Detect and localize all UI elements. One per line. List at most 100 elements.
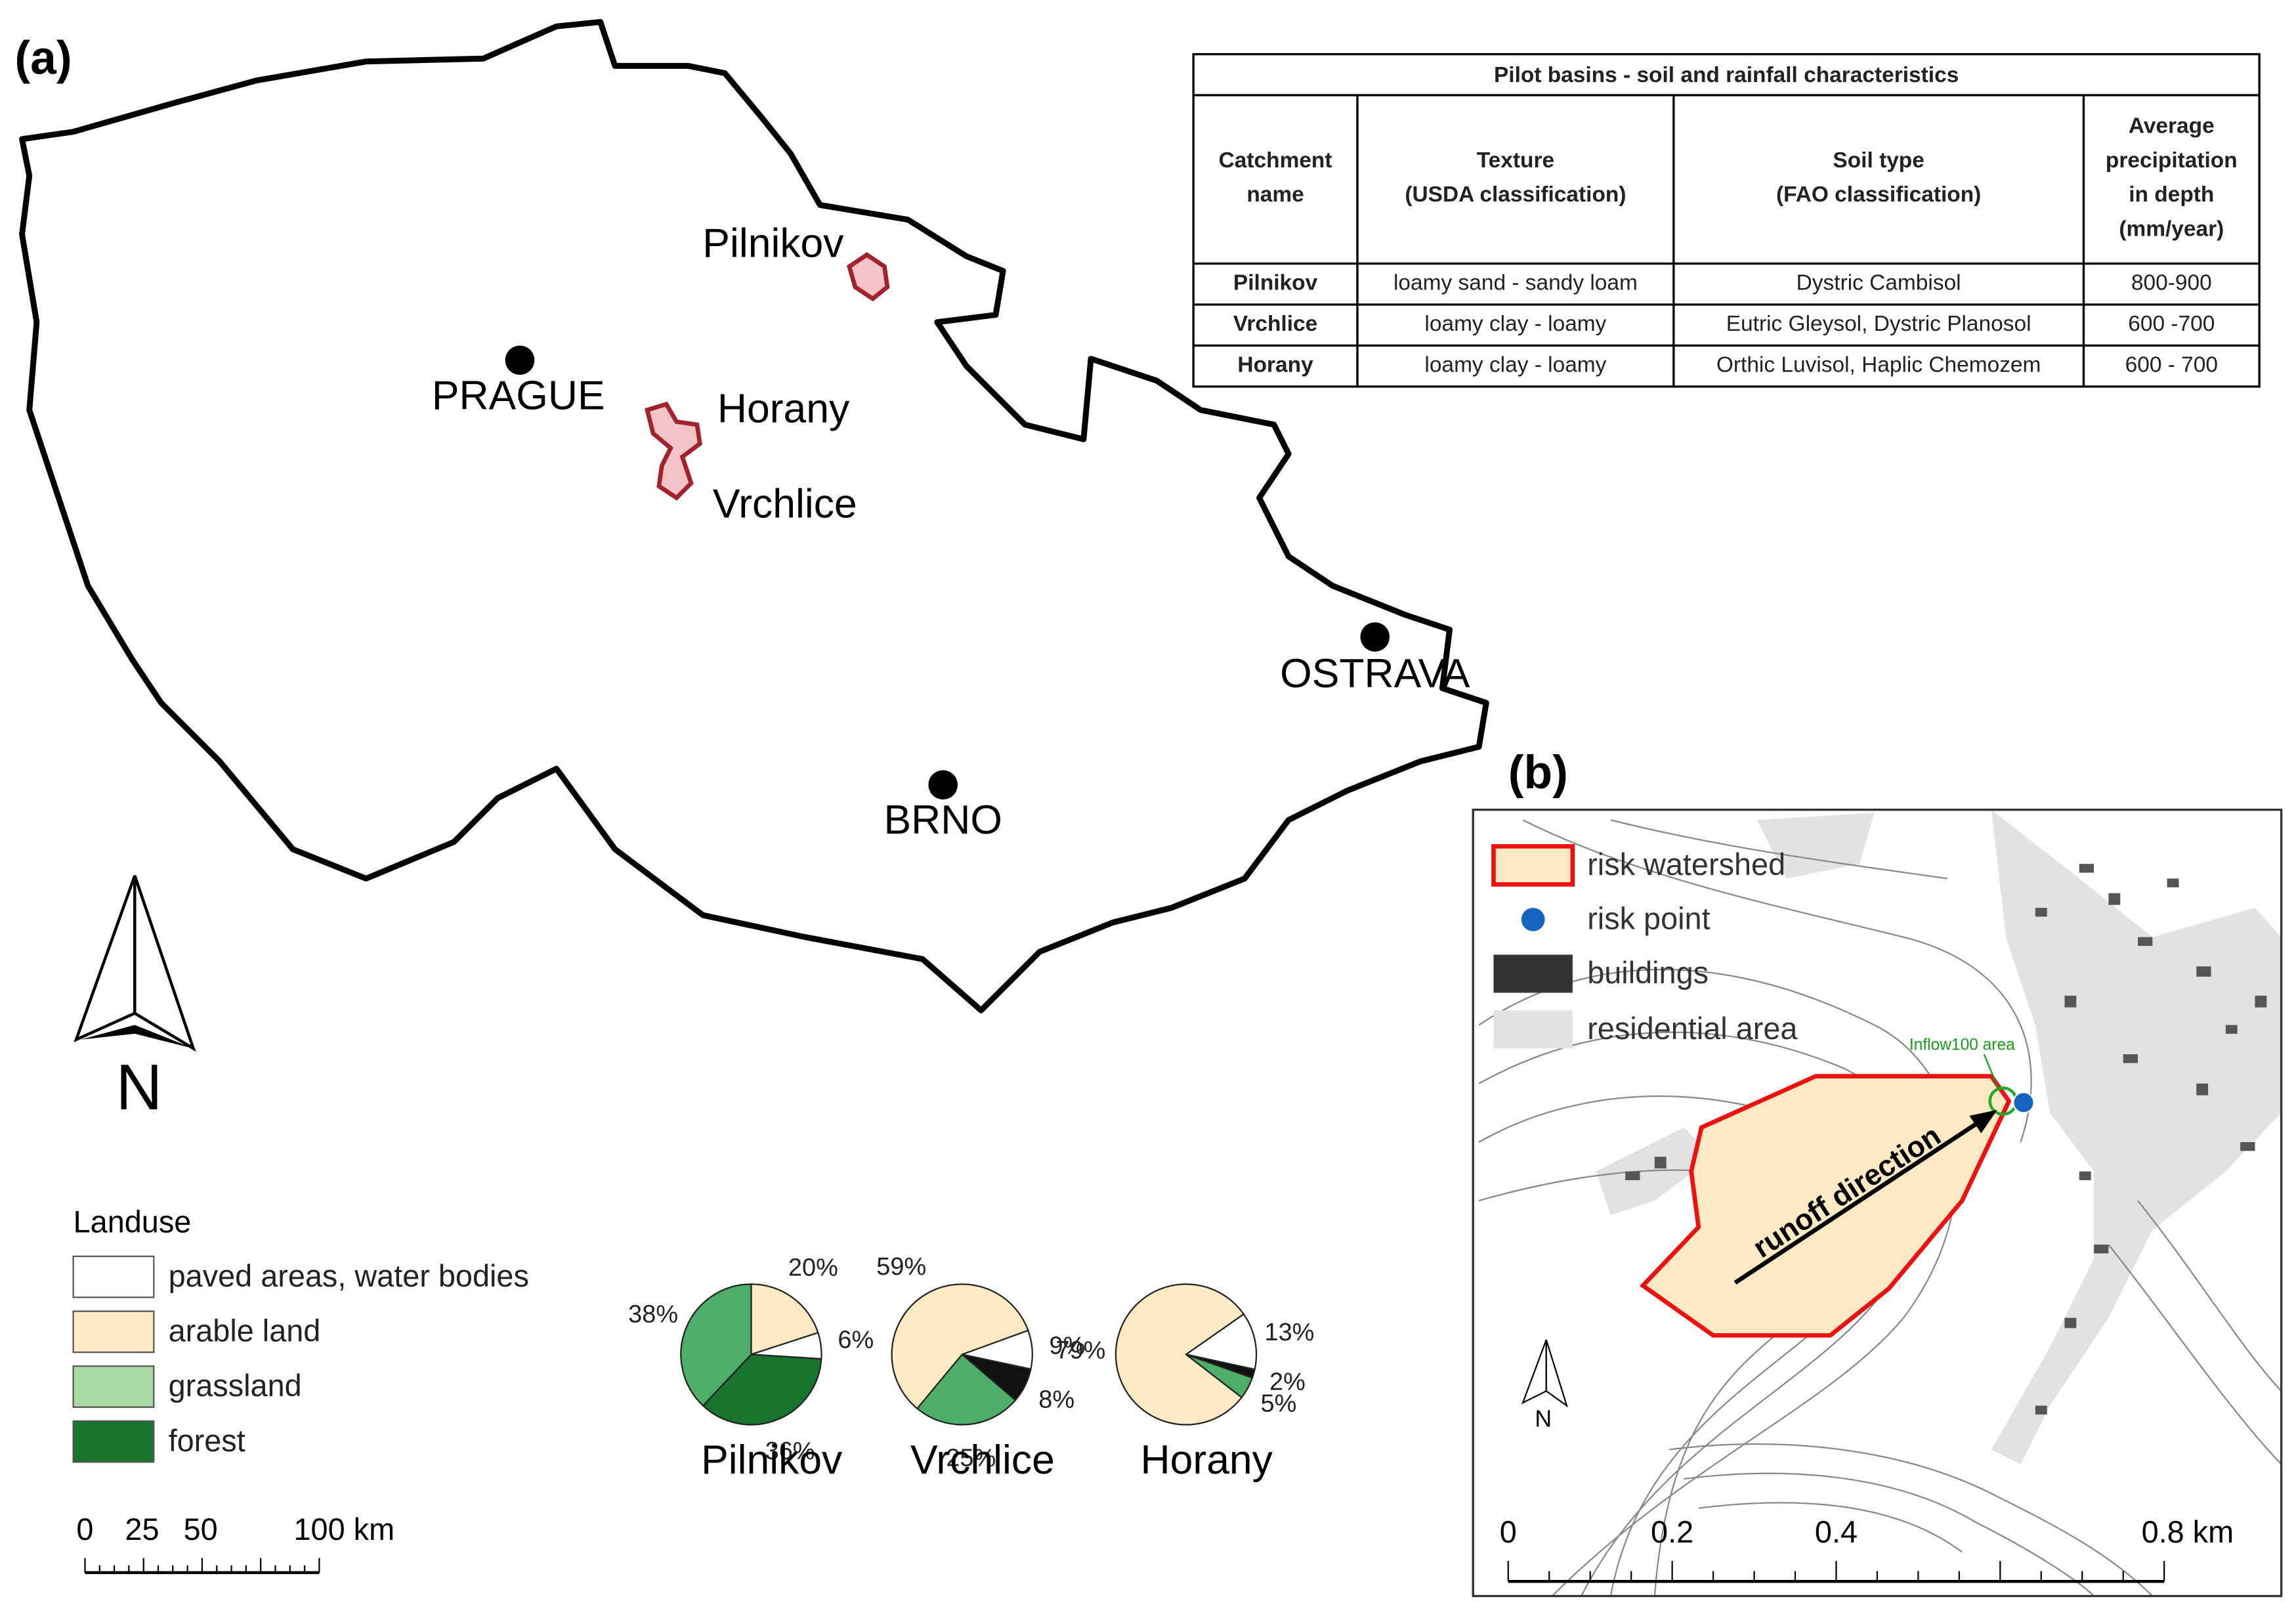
table-cell: 800-900	[2131, 271, 2212, 295]
scale-label: 100 km	[294, 1512, 395, 1546]
north-arrow	[133, 875, 196, 1052]
legend-label: risk watershed	[1587, 847, 1785, 882]
catchment-label: Pilnikov	[702, 220, 844, 266]
legend-title: Landuse	[74, 1204, 192, 1239]
catchment-label: Vrchlice	[713, 480, 857, 526]
inflow-leader	[1983, 1054, 2000, 1090]
pie-slice	[702, 1353, 822, 1426]
buildings	[1625, 864, 2267, 1415]
pie-value-label: 2%	[1269, 1369, 1306, 1396]
table-cell: 600 -700	[2128, 312, 2215, 336]
legend-label: risk point	[1587, 902, 1710, 936]
legend-swatch	[1491, 844, 1575, 887]
legend-label: arable land	[169, 1313, 321, 1348]
risk-watershed	[1639, 1074, 2012, 1338]
table-border	[1192, 53, 2261, 388]
north-label: N	[1535, 1405, 1552, 1432]
table-header: Average	[2129, 114, 2215, 138]
scale-label: 0.8 km	[2142, 1515, 2234, 1549]
city-dot	[928, 770, 958, 799]
pie-slice	[1115, 1283, 1245, 1426]
scale-label: 0.2	[1651, 1515, 1693, 1549]
legend-label: paved areas, water bodies	[169, 1259, 529, 1293]
scale-label: 0.4	[1815, 1515, 1858, 1549]
legend-label: buildings	[1587, 956, 1709, 990]
pie-value-label: 9%	[1050, 1332, 1086, 1359]
map-b: runoff direction Inflow100 area risk wat…	[1473, 809, 2282, 1596]
catchment	[645, 401, 702, 501]
pie-value-label: 59%	[876, 1253, 926, 1281]
inflow-label: Inflow100 area	[1909, 1036, 2015, 1054]
table-header: (mm/year)	[2119, 217, 2224, 242]
table-cell: Horany	[1237, 353, 1313, 377]
pie-value-label: 25%	[946, 1445, 996, 1472]
scale-label: 0	[1500, 1515, 1517, 1549]
north-label: N	[116, 1051, 163, 1123]
legend-label: forest	[169, 1424, 245, 1458]
residential-area	[1757, 813, 1875, 879]
legend-swatch	[1493, 954, 1573, 993]
north-arrow	[1545, 1339, 1569, 1408]
city-label: PRAGUE	[432, 372, 605, 418]
north-arrow	[80, 1025, 194, 1049]
panel-label: (a)	[14, 32, 72, 85]
panel-label: (b)	[1508, 746, 1568, 799]
pie-name: Horany	[1141, 1437, 1273, 1483]
table-cell: Pilnikov	[1233, 271, 1318, 295]
pie-value-label: 8%	[1038, 1386, 1074, 1414]
legend-label: grassland	[169, 1369, 302, 1403]
scale-label: 50	[184, 1512, 218, 1546]
scale-label: 25	[125, 1512, 159, 1546]
legend-swatch	[72, 1255, 155, 1298]
legend-label: residential area	[1587, 1011, 1798, 1046]
pie-value-label: 13%	[1265, 1319, 1315, 1346]
city-label: BRNO	[883, 797, 1002, 843]
table-cell: Vrchlice	[1233, 312, 1317, 336]
runoff-arrowhead	[1969, 1109, 1997, 1134]
scale-label: 0	[76, 1512, 93, 1546]
pie-value-label: 79%	[1055, 1337, 1105, 1365]
pie-slice	[891, 1283, 1029, 1410]
table-title: Pilot basins - soil and rainfall charact…	[1494, 63, 1959, 87]
table-header: Catchment	[1219, 148, 1332, 173]
pie-value-label: 6%	[838, 1326, 874, 1353]
pie-slice	[750, 1283, 819, 1355]
pie-value-label: 20%	[788, 1254, 838, 1282]
table-header: precipitation	[2106, 148, 2238, 173]
table-cell: 600 - 700	[2125, 353, 2218, 377]
table-header: (USDA classification)	[1405, 182, 1626, 207]
table-cell: loamy sand - sandy loam	[1393, 271, 1638, 295]
legend-swatch	[72, 1365, 155, 1408]
pie-value-label: 38%	[628, 1300, 678, 1328]
table-cell: loamy clay - loamy	[1424, 312, 1606, 336]
table-header: Soil type	[1833, 148, 1924, 173]
residential-area	[1596, 1127, 1714, 1216]
table-header: Texture	[1477, 148, 1554, 173]
table-header: name	[1246, 182, 1304, 207]
catchment	[847, 252, 890, 302]
table	[1192, 53, 2261, 388]
table-cell: Dystric Cambisol	[1796, 271, 1961, 295]
risk-point	[2012, 1092, 2035, 1114]
table-cell: Orthic Luvisol, Haplic Chemozem	[1716, 353, 2041, 377]
legend-swatch	[72, 1310, 155, 1353]
legend-swatch	[1493, 1010, 1573, 1049]
legend-swatch	[72, 1420, 155, 1463]
country-outline	[19, 19, 1489, 1013]
pie-slice	[1184, 1313, 1258, 1371]
table-header: (FAO classification)	[1776, 182, 1981, 207]
city-dot	[1360, 622, 1390, 652]
city-label: OSTRAVA	[1280, 650, 1470, 696]
table-cell: loamy clay - loamy	[1424, 353, 1606, 377]
pie-name: Pilnikov	[701, 1437, 843, 1483]
pie-slice	[916, 1353, 1017, 1426]
pie-slice	[680, 1283, 752, 1407]
pie-value-label: 36%	[765, 1437, 815, 1465]
table-cell: Eutric Gleysol, Dystric Planosol	[1726, 312, 2031, 336]
runoff-arrow	[1733, 1117, 1986, 1285]
pie-value-label: 5%	[1261, 1390, 1297, 1417]
city-dot	[505, 345, 535, 375]
legend-swatch	[1521, 908, 1545, 931]
